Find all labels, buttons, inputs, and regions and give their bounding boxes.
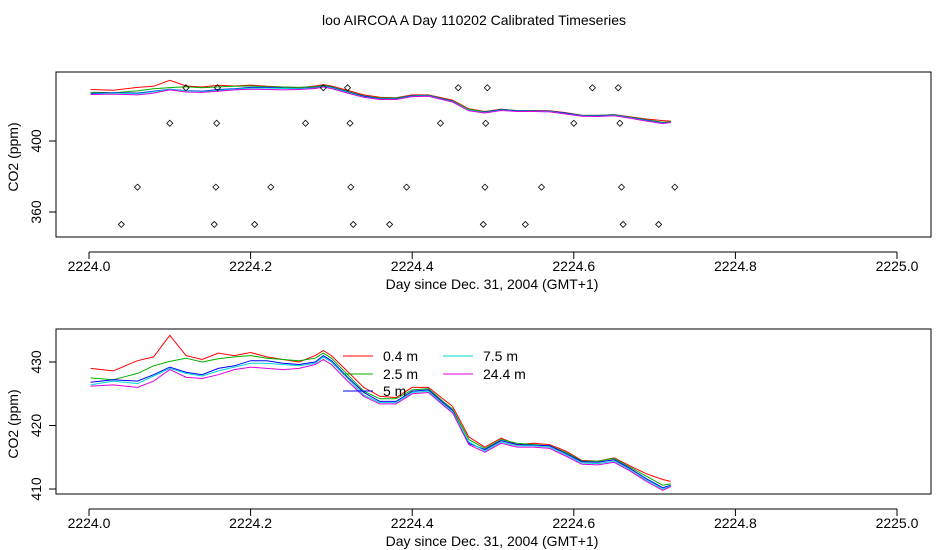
bottom-x-label: Day since Dec. 31, 2004 (GMT+1) xyxy=(386,533,599,549)
bottom-x-tick-label: 2224.4 xyxy=(391,515,434,531)
legend-label-3: 7.5 m xyxy=(483,348,518,364)
top-scatter-point xyxy=(210,220,218,228)
top-x-tick-label: 2224.0 xyxy=(68,258,111,274)
top-x-tick-label: 2224.6 xyxy=(552,258,595,274)
top-scatter-point xyxy=(251,220,259,228)
bottom-x-tick-label: 2224.2 xyxy=(229,515,272,531)
top-scatter-point xyxy=(347,183,355,191)
top-scatter-point xyxy=(655,220,663,228)
top-y-tick-label: 400 xyxy=(28,129,44,153)
top-scatter-point xyxy=(619,220,627,228)
top-scatter-point xyxy=(343,84,352,92)
top-x-axis: 2224.0 2224.2 2224.4 2224.6 2224.8 2225.0 xyxy=(68,251,919,274)
bottom-x-tick-label: 2224.8 xyxy=(714,515,757,531)
top-series-line-2 xyxy=(90,85,671,124)
bottom-x-tick-label: 2225.0 xyxy=(876,515,919,531)
top-scatter-point xyxy=(481,183,489,191)
top-scatter-point xyxy=(521,220,529,228)
bottom-series-lines xyxy=(90,334,672,491)
top-scatter-point xyxy=(537,183,546,191)
top-scatter-point xyxy=(588,84,596,92)
top-scatter-point xyxy=(454,84,462,92)
bottom-y-label: CO2 (ppm) xyxy=(5,389,21,458)
bottom-y-tick-label: 410 xyxy=(28,477,44,501)
top-scatter-point xyxy=(213,84,222,92)
top-scatter-point xyxy=(301,119,310,127)
top-x-tick-label: 2224.4 xyxy=(391,258,434,274)
top-scatter-point xyxy=(482,119,490,127)
top-x-tick-label: 2225.0 xyxy=(876,258,919,274)
top-scatter-point xyxy=(671,183,679,191)
figure-title: loo AIRCOA A Day 110202 Calibrated Times… xyxy=(322,12,626,28)
top-scatter-point xyxy=(349,220,357,228)
bottom-y-tick-label: 420 xyxy=(28,414,44,438)
top-x-tick-label: 2224.8 xyxy=(714,258,757,274)
top-scatter-point xyxy=(319,84,327,92)
top-y-axis: 360 400 xyxy=(28,100,57,237)
top-y-tick-label: 360 xyxy=(28,200,44,224)
bottom-x-axis: 2224.0 2224.2 2224.4 2224.6 2224.8 2225.0 xyxy=(68,508,919,531)
bottom-series-line-3 xyxy=(90,356,671,490)
top-scatter-point xyxy=(479,220,487,228)
bottom-series-line-1 xyxy=(90,352,671,486)
bottom-x-tick-label: 2224.0 xyxy=(68,515,111,531)
top-scatter-point xyxy=(614,84,622,92)
top-series-line-3 xyxy=(90,85,671,124)
top-scatter-point xyxy=(133,183,142,191)
top-scatter-point xyxy=(212,183,220,191)
top-x-label: Day since Dec. 31, 2004 (GMT+1) xyxy=(386,276,599,292)
bottom-y-tick-label: 430 xyxy=(28,350,44,374)
top-scatter-point xyxy=(386,220,394,228)
legend-label-4: 24.4 m xyxy=(483,366,526,382)
legend-label-0: 0.4 m xyxy=(383,348,418,364)
top-scatter-point xyxy=(402,183,411,191)
top-scatter-point xyxy=(617,183,626,191)
top-scatter-point xyxy=(483,84,491,92)
bottom-x-tick-label: 2224.6 xyxy=(552,515,595,531)
top-x-tick-label: 2224.2 xyxy=(229,258,272,274)
top-scatter-point xyxy=(616,119,624,127)
legend-label-2: 5 m xyxy=(383,383,406,399)
bottom-series-line-0 xyxy=(90,334,671,482)
bottom-series-line-4 xyxy=(90,358,672,491)
top-series-line-4 xyxy=(90,86,671,125)
bottom-y-axis: 410 420 430 xyxy=(28,350,57,501)
top-scatter-point xyxy=(166,119,174,127)
top-plot-box xyxy=(55,71,932,238)
bottom-panel: 2224.0 2224.2 2224.4 2224.6 2224.8 2225.0 410… xyxy=(5,328,932,549)
top-scatter-point xyxy=(267,183,275,191)
top-scatter-points xyxy=(117,84,679,228)
top-scatter-point xyxy=(213,119,221,127)
top-y-label: CO2 (ppm) xyxy=(5,122,21,191)
top-scatter-point xyxy=(346,119,354,127)
top-scatter-point xyxy=(570,119,578,127)
bottom-series-line-2 xyxy=(90,354,671,489)
top-panel: 2224.0 2224.2 2224.4 2224.6 2224.8 2225.0 360… xyxy=(5,71,932,292)
legend: 0.4 m 2.5 m 5 m 7.5 m 24.4 m xyxy=(343,348,526,399)
top-scatter-point xyxy=(182,84,190,92)
top-scatter-point xyxy=(436,119,445,127)
top-series-lines xyxy=(90,79,671,125)
legend-label-1: 2.5 m xyxy=(383,366,418,382)
top-scatter-point xyxy=(117,220,125,228)
